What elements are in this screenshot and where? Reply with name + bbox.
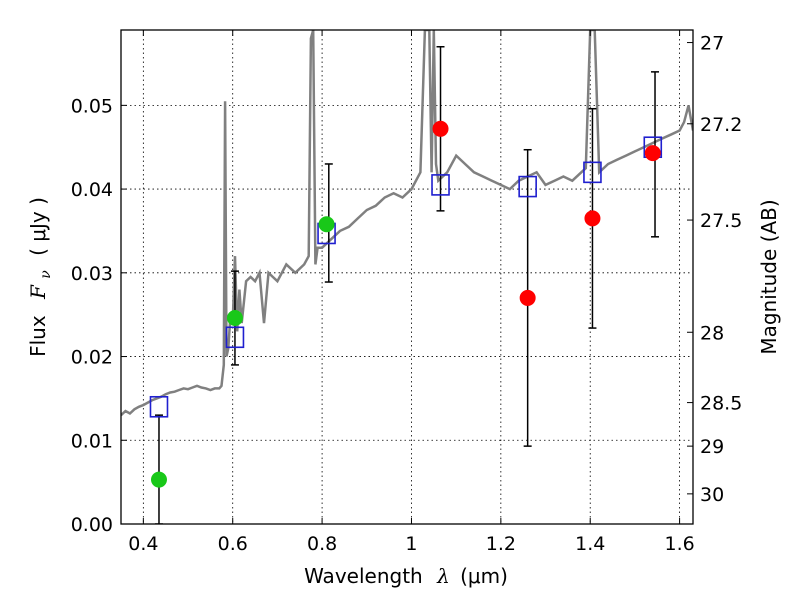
y2-tick-label-3: 28	[700, 322, 724, 344]
x-tick-label-2: 0.8	[307, 533, 337, 555]
y2-tick-label-2: 27.5	[700, 210, 742, 232]
y2-tick-label-4: 28.5	[700, 393, 742, 415]
y-axis-label-prefix: Flux	[26, 315, 50, 357]
y-tick-label-1: 0.01	[71, 430, 113, 452]
y-tick-label-0: 0.00	[71, 514, 113, 536]
x-axis-label-symbol: λ	[436, 564, 450, 588]
detection-point-0	[150, 471, 167, 488]
y-tick-label-5: 0.05	[71, 95, 113, 117]
model-square-5	[583, 161, 602, 184]
x-axis-ticks: 0.4 0.6 0.8 1 1.2 1.4 1.6	[128, 30, 695, 555]
model-square-1	[225, 326, 245, 349]
y-axis-label-sub: ν	[38, 270, 54, 279]
x-tick-label-4: 1.2	[486, 533, 516, 555]
fit-point-3	[644, 145, 661, 162]
fit-point-2	[584, 210, 601, 227]
detection-point-1	[226, 310, 243, 327]
x-tick-label-3: 1	[405, 533, 417, 555]
model-square-3	[431, 174, 450, 196]
x-tick-label-1: 0.6	[218, 533, 248, 555]
x-tick-label-0: 0.4	[128, 533, 158, 555]
grid-lines	[121, 30, 693, 525]
y-axis-label: Flux F ν ( μJy )	[26, 197, 55, 357]
x-axis-label-unit: (μm)	[460, 564, 508, 588]
x-tick-label-6: 1.6	[664, 533, 694, 555]
y2-tick-label-1: 27.2	[700, 114, 742, 136]
x-axis-label: Wavelength λ (μm)	[304, 564, 508, 588]
plot-frame	[120, 29, 694, 525]
fit-point-0	[432, 120, 449, 137]
y2-tick-label-0: 27	[700, 33, 724, 55]
x-axis-label-prefix: Wavelength	[304, 564, 423, 588]
y-tick-label-4: 0.04	[71, 179, 113, 201]
model-spectrum-line	[121, 30, 693, 417]
y-axis-label-unit: ( μJy )	[26, 197, 50, 256]
y-tick-label-3: 0.03	[71, 263, 113, 285]
fit-point-1	[519, 289, 536, 306]
model-square-4	[518, 175, 537, 198]
y-tick-label-2: 0.02	[71, 347, 113, 369]
y2-axis-label: Magnitude (AB)	[757, 199, 781, 354]
error-bars	[154, 45, 660, 524]
y2-tick-label-6: 30	[700, 484, 724, 506]
y-axis-label-symbol: F	[26, 284, 50, 300]
y-axis-ticks: 0.00 0.01 0.02 0.03 0.04 0.05	[71, 95, 127, 536]
detection-point-2	[318, 216, 335, 233]
observed-fit-points	[432, 120, 661, 306]
plot-area	[121, 30, 693, 524]
y2-tick-label-5: 29	[700, 436, 724, 458]
model-square-0	[149, 395, 169, 418]
x-tick-label-5: 1.4	[575, 533, 605, 555]
y2-axis-ticks: 27 27.2 27.5 28 28.5 29 30	[687, 33, 742, 506]
observed-detection-points	[150, 216, 335, 488]
